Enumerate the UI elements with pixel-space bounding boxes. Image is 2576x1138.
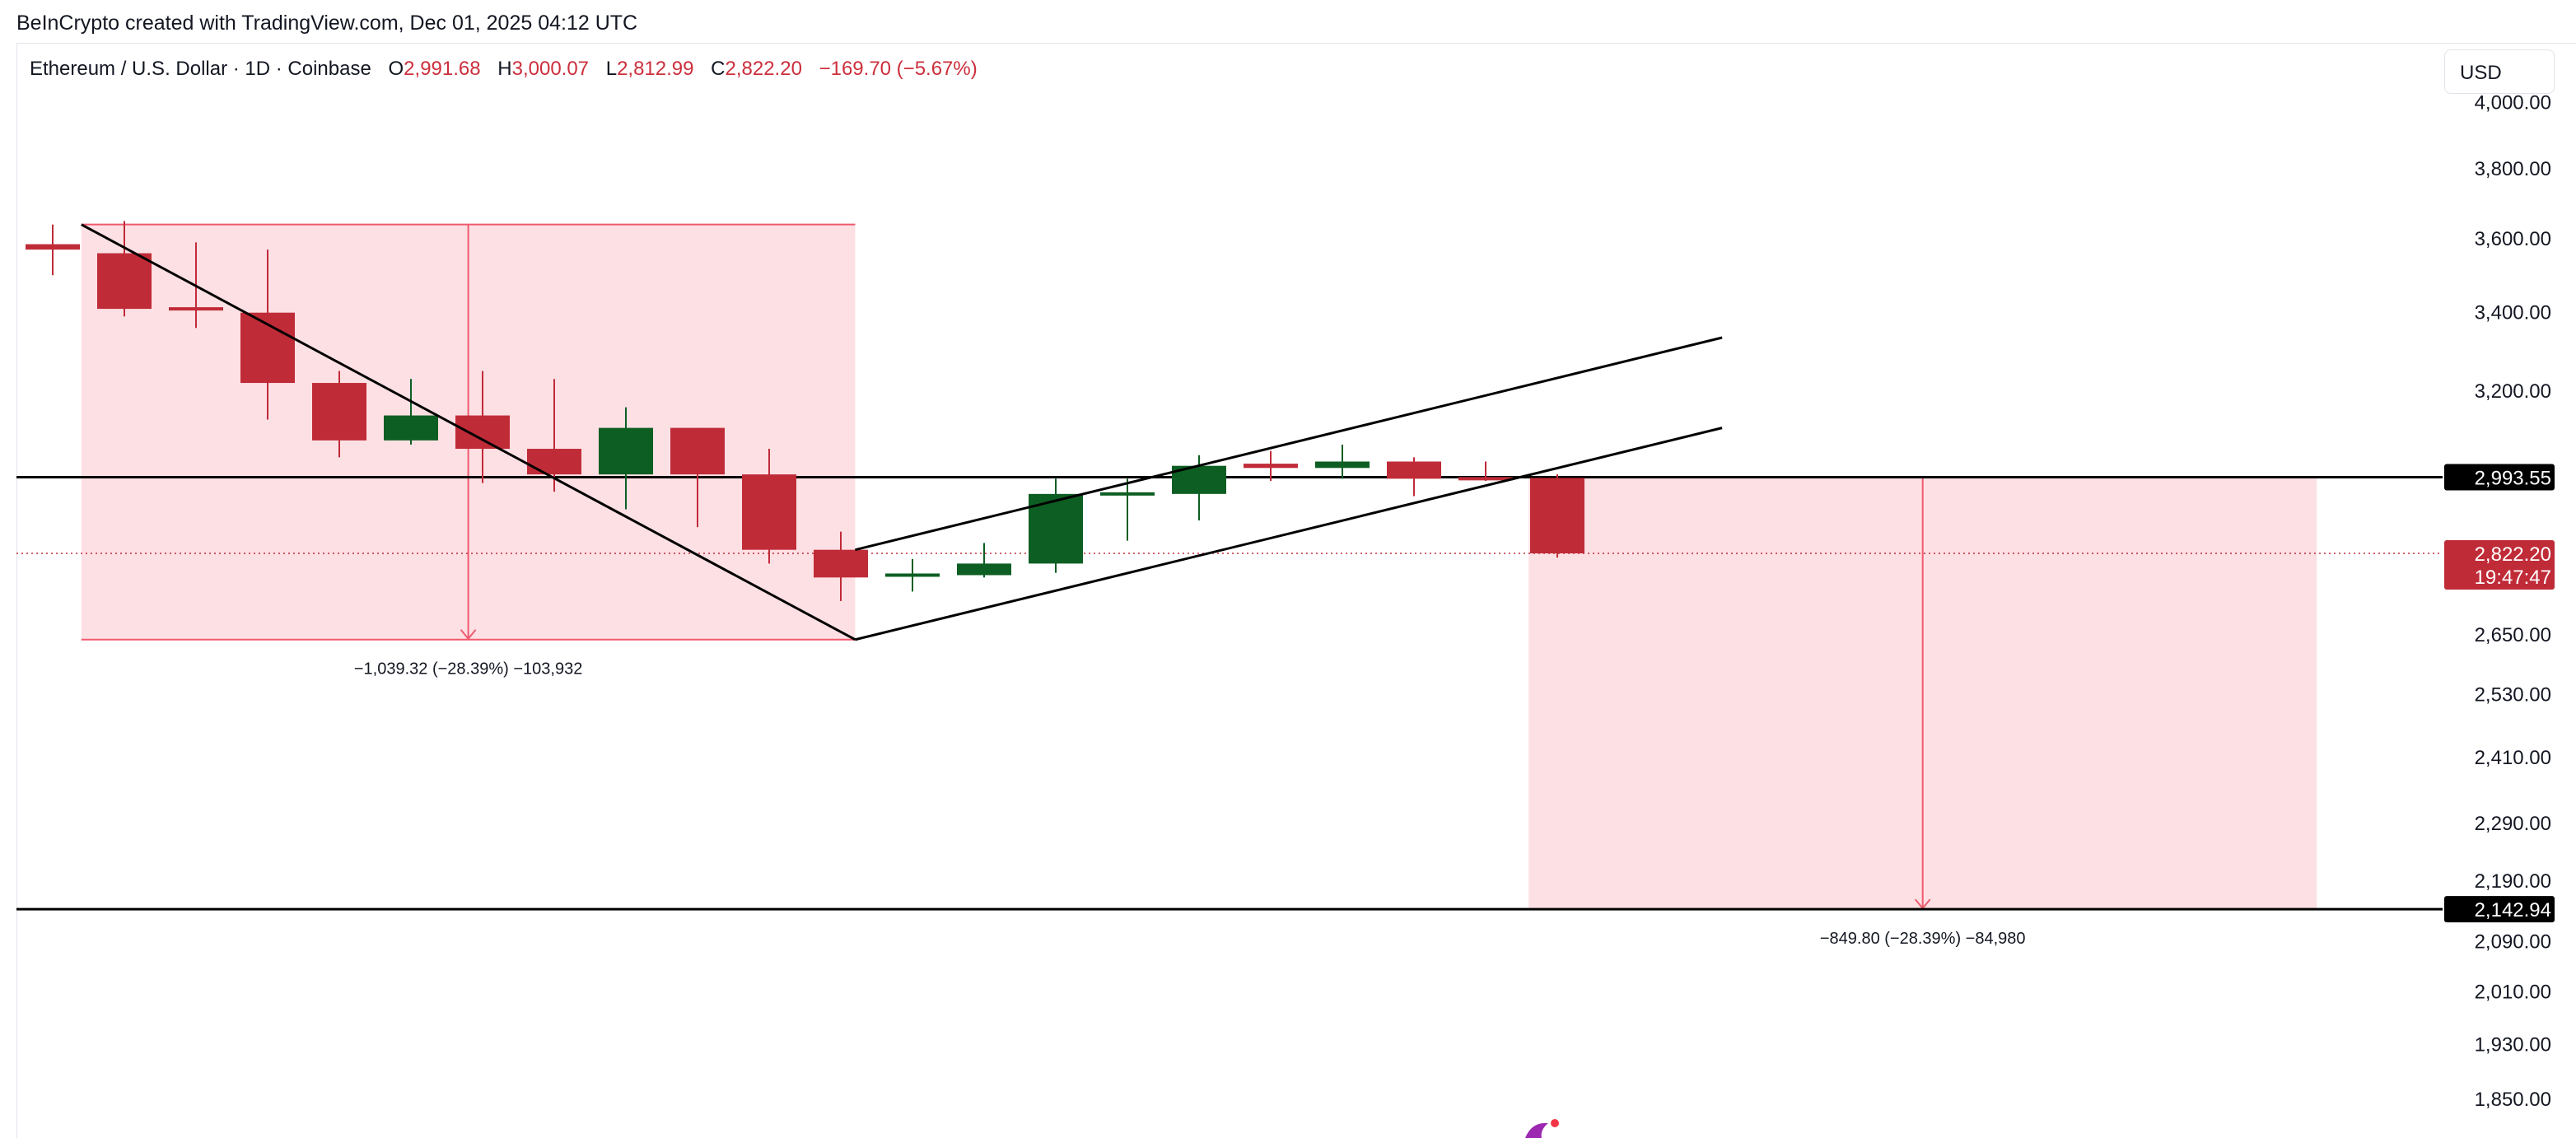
candle-body [885, 573, 940, 577]
candle[interactable] [670, 427, 725, 528]
candle-body [26, 244, 80, 250]
candle-body [384, 415, 438, 441]
candle[interactable] [1387, 457, 1441, 497]
symbol-name: Ethereum / U.S. Dollar · 1D · Coinbase [30, 58, 371, 80]
price-tick-label: 4,000.00 [2475, 92, 2551, 114]
price-tick-label: 3,800.00 [2475, 158, 2551, 180]
low-label: L [605, 58, 618, 80]
close-label: C [711, 58, 726, 80]
price-tick-label: 2,530.00 [2475, 684, 2551, 707]
candle[interactable] [885, 558, 940, 592]
candle-body [814, 549, 868, 578]
candle[interactable] [312, 371, 366, 458]
high-label: H [497, 58, 512, 80]
price-tick-label: 2,090.00 [2475, 930, 2551, 953]
price-tick-label: 3,400.00 [2475, 302, 2551, 324]
measure-annotations: −1,039.32 (−28.39%) −103,932 −849.80 (−28… [354, 660, 2026, 948]
candle[interactable] [1315, 444, 1370, 479]
candle-body [1458, 477, 1513, 481]
countdown-label: 19:47:47 [2475, 567, 2551, 589]
candle-body [97, 253, 152, 310]
candle-body [1315, 461, 1370, 469]
candle-body [1387, 461, 1441, 479]
price-tick-label: 1,930.00 [2475, 1033, 2551, 1056]
candle[interactable] [97, 221, 152, 317]
price-tick-label: 2,190.00 [2475, 870, 2551, 893]
chart-frame [16, 43, 2576, 1138]
candle[interactable] [742, 449, 796, 564]
candle-body [1530, 478, 1584, 553]
candle-body [742, 474, 796, 550]
candle-body [455, 415, 510, 450]
candle-body [957, 563, 1011, 576]
measure-label-1: −849.80 (−28.39%) −84,980 [1820, 930, 2026, 948]
trend-line-1[interactable] [855, 336, 1723, 552]
price-tick-label: 2,650.00 [2475, 624, 2551, 646]
low-value: 2,812.99 [617, 58, 694, 80]
horizontal-lines [16, 475, 2443, 911]
price-tick-label: 2,290.00 [2475, 813, 2551, 835]
candle-body [1100, 492, 1155, 496]
measure-zones [81, 223, 2317, 910]
candle[interactable] [455, 371, 510, 483]
open-label: O [388, 58, 404, 80]
candle[interactable] [814, 531, 868, 601]
measure-label-0: −1,039.32 (−28.39%) −103,932 [354, 660, 582, 679]
price-tag-label-1: 2,142.94 [2475, 899, 2551, 921]
measure-arrow-head [460, 629, 477, 641]
candle[interactable] [1100, 478, 1155, 541]
change-value: −169.70 (−5.67%) [819, 58, 978, 80]
candle[interactable] [384, 379, 438, 445]
price-tick-label: 2,410.00 [2475, 747, 2551, 769]
price-tick-label: 3,600.00 [2475, 228, 2551, 250]
price-tick-label: 2,010.00 [2475, 982, 2551, 1004]
trend-line-2[interactable] [855, 427, 1723, 641]
price-tag-0 [2444, 464, 2555, 491]
candle[interactable] [1029, 478, 1083, 573]
candle-body [169, 307, 223, 311]
price-axis[interactable]: 4,000.00 3,800.00 3,600.00 3,400.00 3,200.00… [2475, 92, 2551, 1111]
close-value: 2,822.20 [725, 58, 802, 80]
last-price-tag [2444, 539, 2555, 590]
candle[interactable] [957, 543, 1011, 578]
candle-body [670, 427, 725, 475]
symbol-legend: Ethereum / U.S. Dollar · 1D · Coinbase O… [30, 58, 978, 81]
candle[interactable] [1458, 461, 1513, 481]
price-tick-label: 3,200.00 [2475, 380, 2551, 403]
tradingview-logo-icon [1525, 1119, 1559, 1138]
candle-body [599, 427, 653, 475]
high-value: 3,000.07 [511, 58, 590, 80]
price-tag-label-0: 2,993.55 [2475, 467, 2551, 489]
candle[interactable] [1244, 450, 1298, 481]
last-price-label: 2,822.20 [2475, 543, 2551, 566]
candle[interactable] [599, 407, 653, 510]
candle-body [312, 383, 366, 441]
currency-button[interactable]: USD [2444, 49, 2555, 94]
candle[interactable] [527, 379, 581, 492]
price-tag-1 [2444, 896, 2555, 923]
trend-lines[interactable] [81, 223, 1723, 641]
trend-line-0[interactable] [81, 223, 856, 641]
chart-credit: BeInCrypto created with TradingView.com,… [16, 12, 638, 35]
candle[interactable] [1530, 474, 1584, 558]
candles [26, 221, 1584, 601]
open-value: 2,991.68 [404, 58, 481, 80]
candle[interactable] [26, 224, 80, 276]
candle-body [1244, 464, 1298, 469]
candle-body [527, 449, 581, 475]
price-tick-label: 1,850.00 [2475, 1089, 2551, 1111]
